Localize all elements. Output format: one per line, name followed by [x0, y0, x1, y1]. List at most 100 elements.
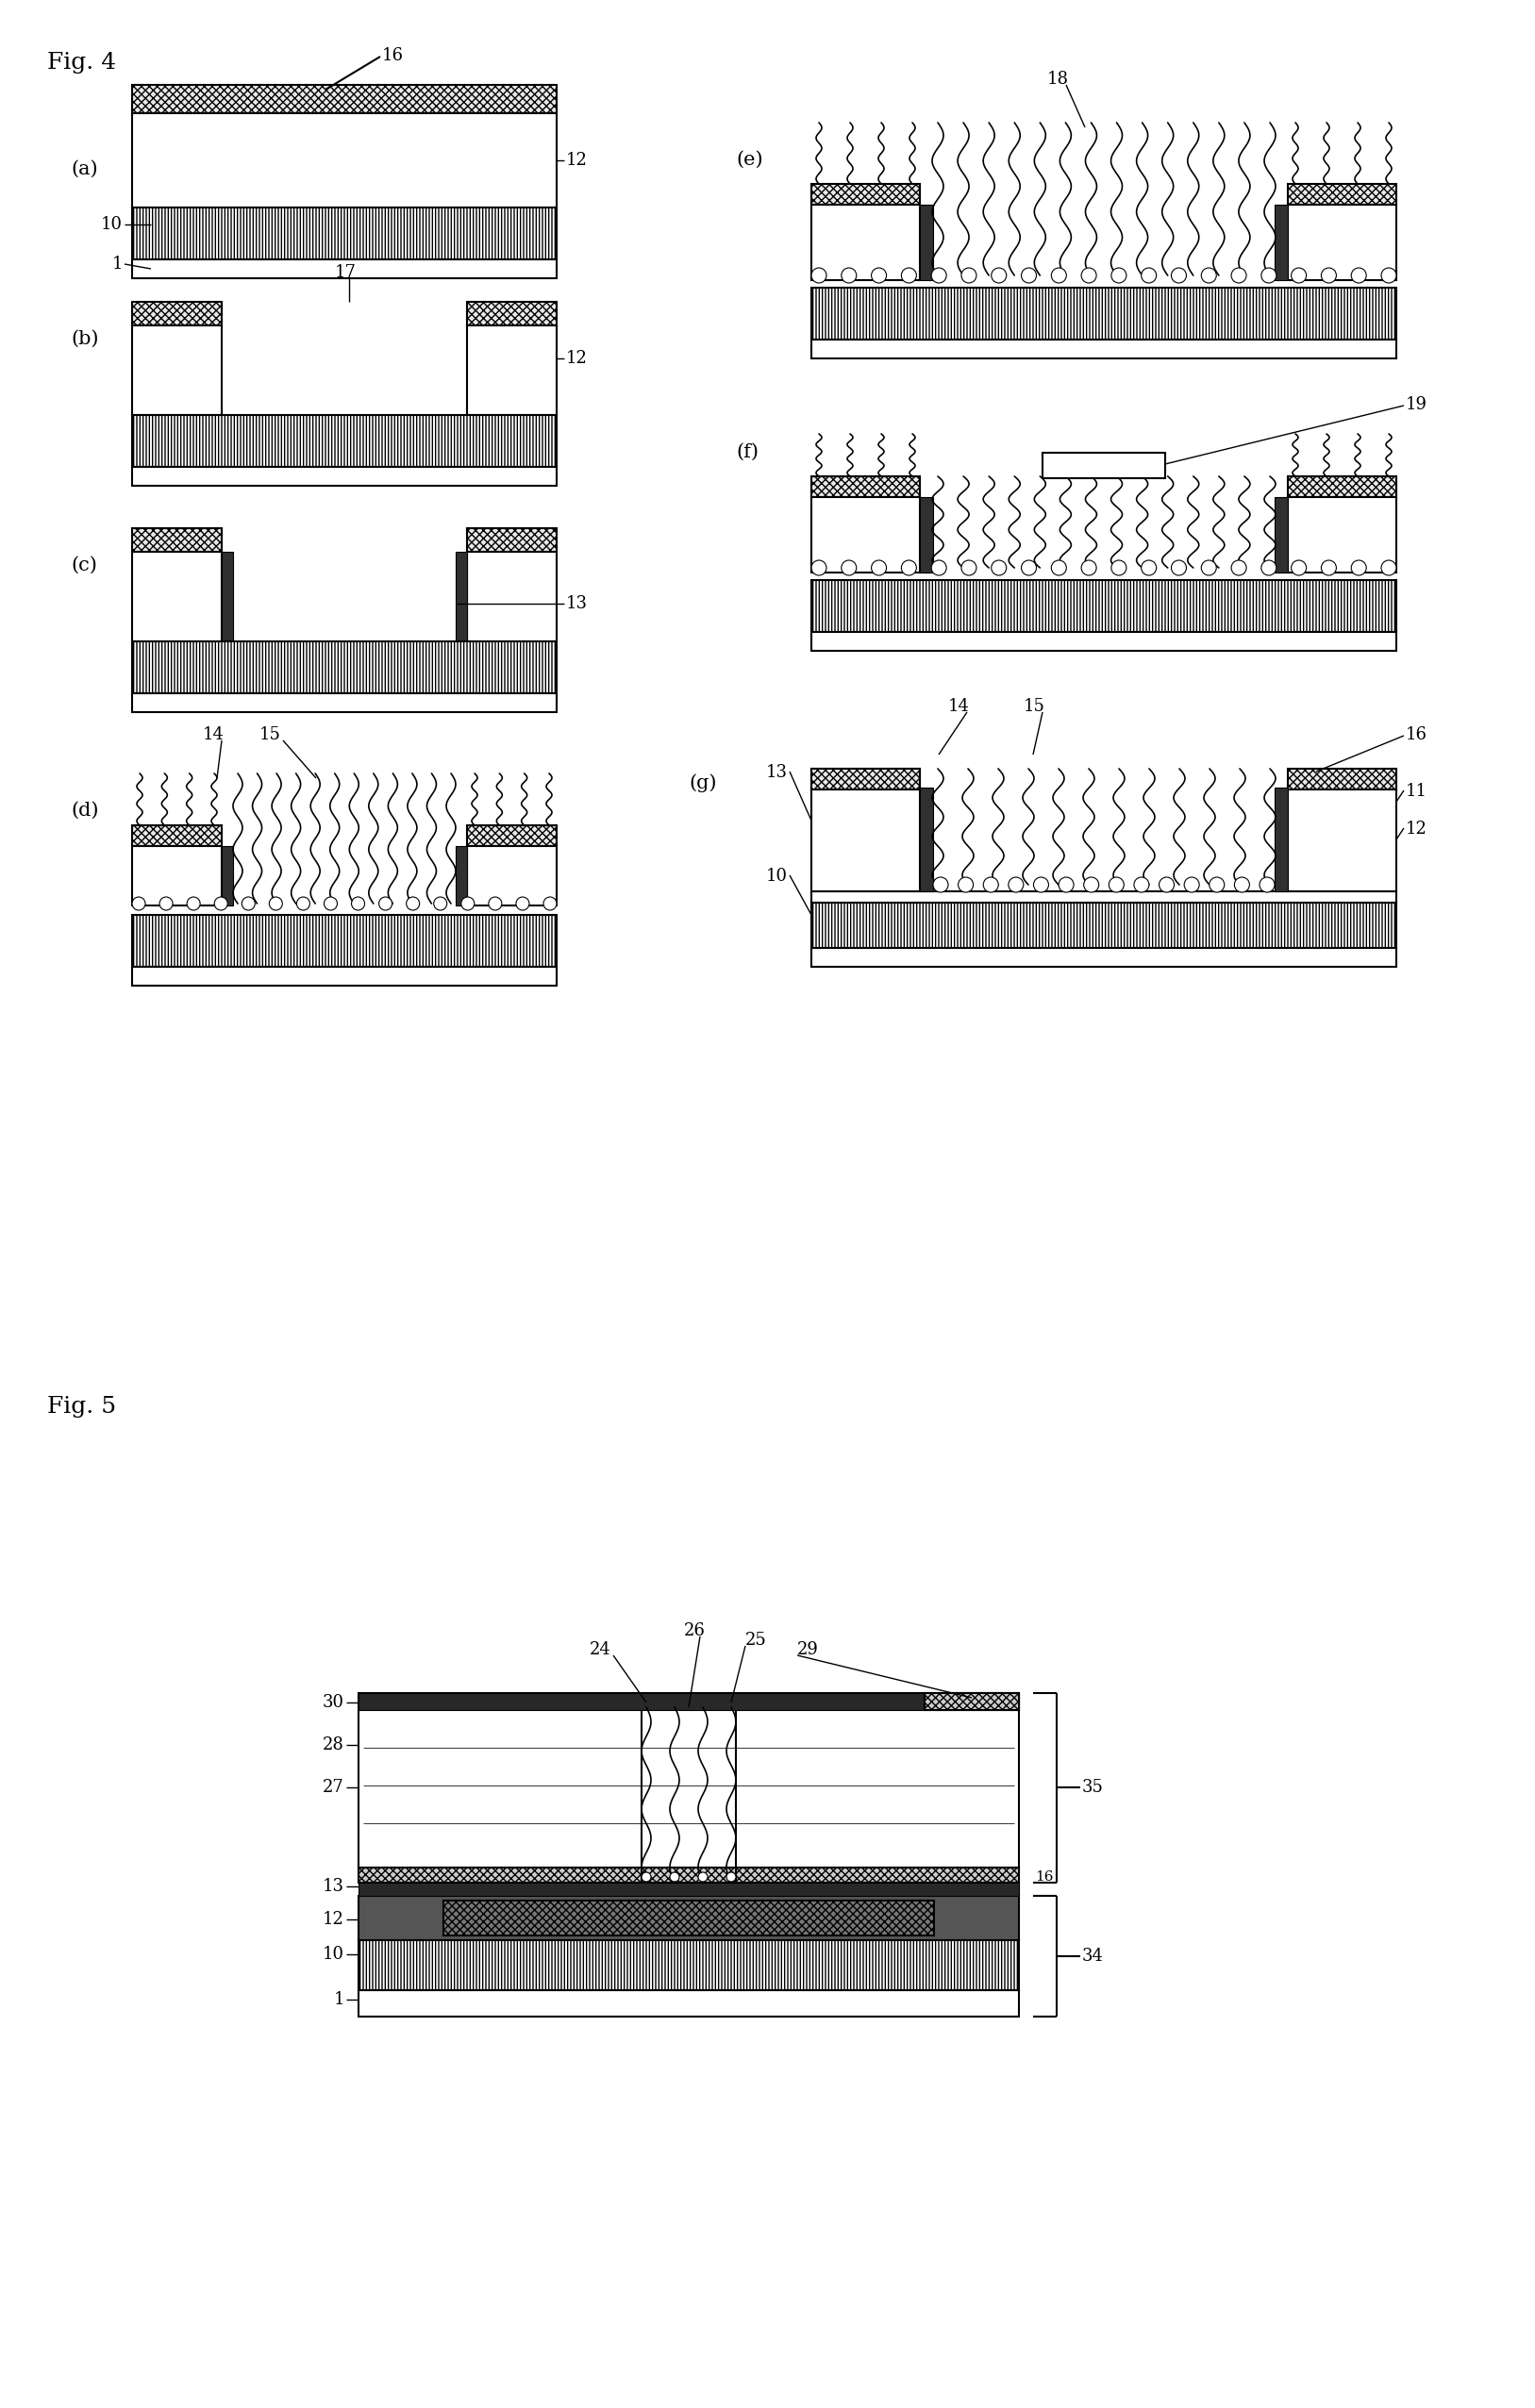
Circle shape	[1081, 267, 1096, 284]
Bar	[1288, 787, 1397, 891]
Circle shape	[488, 898, 502, 910]
Circle shape	[1183, 877, 1199, 893]
Circle shape	[1231, 267, 1246, 284]
Text: (d): (d)	[71, 802, 98, 819]
Text: 15: 15	[1024, 698, 1045, 715]
Circle shape	[992, 561, 1007, 576]
Bar	[467, 527, 557, 551]
Bar	[132, 641, 557, 694]
Circle shape	[841, 561, 857, 576]
Circle shape	[872, 561, 886, 576]
Circle shape	[1231, 561, 1246, 576]
Bar	[456, 551, 467, 641]
Circle shape	[1111, 561, 1127, 576]
Bar	[812, 949, 1397, 966]
Text: 13: 13	[766, 763, 787, 780]
Bar	[359, 1693, 1019, 1710]
Bar	[132, 826, 221, 845]
Bar	[812, 183, 919, 205]
Bar	[221, 551, 233, 641]
Text: (g): (g)	[689, 773, 717, 792]
Circle shape	[1021, 267, 1036, 284]
Bar	[467, 301, 557, 325]
Bar	[467, 826, 557, 845]
Circle shape	[1202, 561, 1216, 576]
Circle shape	[243, 898, 255, 910]
Text: 17: 17	[335, 265, 356, 282]
Bar	[1288, 205, 1397, 279]
Bar	[467, 845, 557, 905]
Bar	[919, 205, 933, 279]
Bar	[359, 1881, 1019, 1895]
Text: (e): (e)	[735, 152, 763, 169]
Circle shape	[698, 1873, 708, 1881]
Circle shape	[1322, 267, 1337, 284]
Text: 13: 13	[566, 595, 588, 612]
Text: (a): (a)	[71, 161, 98, 178]
Circle shape	[187, 898, 200, 910]
Circle shape	[1291, 267, 1306, 284]
Text: 25: 25	[746, 1633, 768, 1649]
Bar	[132, 207, 557, 260]
Circle shape	[215, 898, 227, 910]
Circle shape	[324, 898, 338, 910]
Text: 10: 10	[322, 1946, 344, 1963]
Bar	[132, 414, 557, 467]
Bar	[132, 694, 557, 713]
Circle shape	[1108, 877, 1124, 893]
Bar	[1288, 183, 1397, 205]
Circle shape	[1351, 267, 1366, 284]
Bar	[132, 301, 221, 325]
Bar	[812, 787, 919, 891]
Bar	[812, 477, 919, 496]
Circle shape	[1260, 877, 1274, 893]
Text: 14: 14	[949, 698, 970, 715]
Bar	[924, 1693, 1019, 1710]
Bar	[359, 1989, 1019, 2015]
Circle shape	[932, 267, 947, 284]
Bar	[221, 845, 233, 905]
Bar	[812, 496, 919, 573]
Circle shape	[669, 1873, 680, 1881]
Text: 27: 27	[322, 1780, 344, 1796]
Bar	[812, 580, 1397, 631]
Text: Fig. 4: Fig. 4	[48, 53, 117, 75]
Bar	[1274, 787, 1288, 891]
Circle shape	[1291, 561, 1306, 576]
Text: (b): (b)	[71, 330, 98, 349]
Text: 26: 26	[685, 1623, 706, 1640]
Text: 35: 35	[1082, 1780, 1104, 1796]
Circle shape	[1171, 267, 1187, 284]
Circle shape	[1008, 877, 1024, 893]
Bar	[1288, 496, 1397, 573]
Bar	[132, 325, 221, 414]
Circle shape	[1081, 561, 1096, 576]
Bar	[359, 1938, 1019, 1989]
Circle shape	[933, 877, 949, 893]
Circle shape	[1171, 561, 1187, 576]
Text: 18: 18	[1047, 70, 1068, 87]
Circle shape	[812, 267, 826, 284]
Text: 28: 28	[322, 1736, 344, 1753]
Circle shape	[434, 898, 447, 910]
Circle shape	[1202, 267, 1216, 284]
Bar	[919, 496, 933, 573]
Bar	[812, 768, 919, 790]
Text: 16: 16	[382, 48, 404, 65]
Bar	[132, 551, 221, 641]
Circle shape	[958, 877, 973, 893]
Text: Fig. 5: Fig. 5	[48, 1397, 117, 1418]
Text: 30: 30	[322, 1693, 344, 1712]
Circle shape	[1210, 877, 1225, 893]
Bar	[132, 966, 557, 985]
Circle shape	[642, 1873, 651, 1881]
Bar	[132, 113, 557, 207]
Bar	[467, 325, 557, 414]
Circle shape	[841, 267, 857, 284]
Bar	[812, 340, 1397, 359]
Bar	[359, 1869, 1019, 1883]
Text: 34: 34	[1082, 1948, 1104, 1965]
Circle shape	[1142, 561, 1156, 576]
Bar	[1288, 768, 1397, 790]
Text: 16: 16	[1406, 727, 1428, 744]
